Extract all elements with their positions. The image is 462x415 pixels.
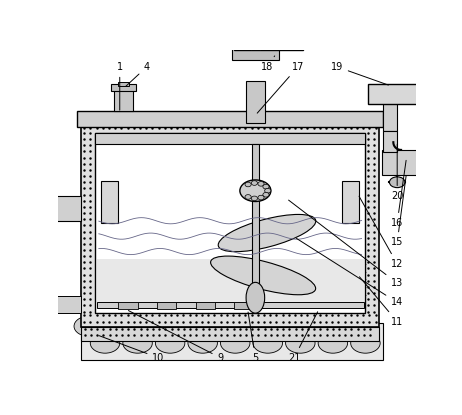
Bar bbox=[342, 181, 359, 223]
Ellipse shape bbox=[351, 333, 380, 353]
Bar bbox=[77, 111, 383, 127]
Bar bbox=[383, 88, 397, 131]
Ellipse shape bbox=[139, 316, 169, 336]
Text: 14: 14 bbox=[297, 238, 403, 308]
Ellipse shape bbox=[211, 256, 316, 295]
Text: 19: 19 bbox=[331, 62, 389, 85]
Text: 21: 21 bbox=[288, 312, 318, 363]
Bar bbox=[101, 181, 118, 223]
Text: 2: 2 bbox=[0, 414, 1, 415]
Bar bbox=[246, 81, 265, 123]
Ellipse shape bbox=[251, 181, 257, 186]
Bar bbox=[289, 7, 294, 47]
Text: 20: 20 bbox=[391, 144, 403, 201]
Text: 18: 18 bbox=[261, 56, 275, 72]
Ellipse shape bbox=[263, 184, 269, 189]
Ellipse shape bbox=[172, 316, 201, 336]
Ellipse shape bbox=[269, 316, 299, 336]
Bar bbox=[261, 7, 266, 47]
Bar bbox=[114, 88, 133, 111]
Ellipse shape bbox=[389, 177, 405, 188]
Text: 16: 16 bbox=[391, 160, 406, 228]
Ellipse shape bbox=[240, 180, 271, 202]
Bar bbox=[251, 46, 260, 50]
Text: 22: 22 bbox=[0, 414, 1, 415]
Text: 11: 11 bbox=[359, 277, 403, 327]
Ellipse shape bbox=[302, 316, 331, 336]
Bar bbox=[118, 302, 138, 309]
Text: 5: 5 bbox=[248, 312, 259, 363]
Bar bbox=[304, 10, 313, 27]
Bar bbox=[118, 82, 129, 86]
Bar bbox=[52, 296, 81, 313]
Ellipse shape bbox=[258, 181, 264, 186]
Ellipse shape bbox=[253, 333, 282, 353]
Bar bbox=[254, 7, 259, 47]
Bar bbox=[251, 144, 259, 309]
Bar bbox=[97, 302, 364, 308]
Ellipse shape bbox=[286, 333, 315, 353]
Ellipse shape bbox=[237, 316, 266, 336]
Bar bbox=[275, 7, 280, 47]
Bar bbox=[268, 7, 273, 47]
Ellipse shape bbox=[220, 333, 250, 353]
Bar bbox=[44, 196, 81, 221]
Bar bbox=[81, 327, 379, 341]
Bar bbox=[368, 84, 418, 104]
Bar bbox=[383, 131, 397, 152]
Ellipse shape bbox=[245, 182, 251, 187]
Text: 12: 12 bbox=[359, 196, 403, 269]
Bar bbox=[196, 302, 215, 309]
Bar bbox=[247, 7, 252, 47]
Ellipse shape bbox=[188, 333, 218, 353]
Bar bbox=[234, 302, 254, 309]
Bar bbox=[240, 7, 245, 47]
Ellipse shape bbox=[263, 193, 269, 197]
Ellipse shape bbox=[218, 215, 316, 251]
Bar bbox=[111, 84, 136, 90]
Ellipse shape bbox=[155, 333, 185, 353]
Text: 4: 4 bbox=[126, 62, 150, 86]
Bar bbox=[95, 133, 365, 144]
Ellipse shape bbox=[334, 316, 364, 336]
Ellipse shape bbox=[123, 333, 152, 353]
Ellipse shape bbox=[204, 316, 234, 336]
Ellipse shape bbox=[318, 333, 347, 353]
Ellipse shape bbox=[245, 195, 251, 199]
Bar bbox=[382, 150, 417, 175]
Text: 10: 10 bbox=[99, 336, 164, 363]
Ellipse shape bbox=[42, 301, 52, 308]
Bar bbox=[223, 11, 234, 27]
Ellipse shape bbox=[107, 316, 136, 336]
Bar bbox=[157, 302, 176, 309]
Text: 13: 13 bbox=[289, 200, 403, 288]
Ellipse shape bbox=[251, 196, 257, 201]
Ellipse shape bbox=[265, 188, 271, 193]
Bar bbox=[282, 7, 287, 47]
Bar bbox=[81, 119, 379, 327]
Text: 1: 1 bbox=[117, 62, 123, 110]
Text: 15: 15 bbox=[391, 176, 406, 247]
Bar bbox=[81, 323, 383, 360]
Bar bbox=[234, 4, 304, 50]
Text: 9: 9 bbox=[128, 310, 224, 363]
Ellipse shape bbox=[246, 282, 265, 313]
Ellipse shape bbox=[74, 316, 103, 336]
Ellipse shape bbox=[258, 195, 264, 200]
Ellipse shape bbox=[30, 203, 45, 214]
Ellipse shape bbox=[90, 333, 120, 353]
Bar bbox=[95, 133, 365, 313]
Text: 17: 17 bbox=[257, 62, 304, 113]
Text: 3: 3 bbox=[0, 414, 1, 415]
Bar bbox=[232, 46, 279, 60]
Bar bbox=[97, 259, 364, 302]
Text: A: A bbox=[0, 414, 1, 415]
